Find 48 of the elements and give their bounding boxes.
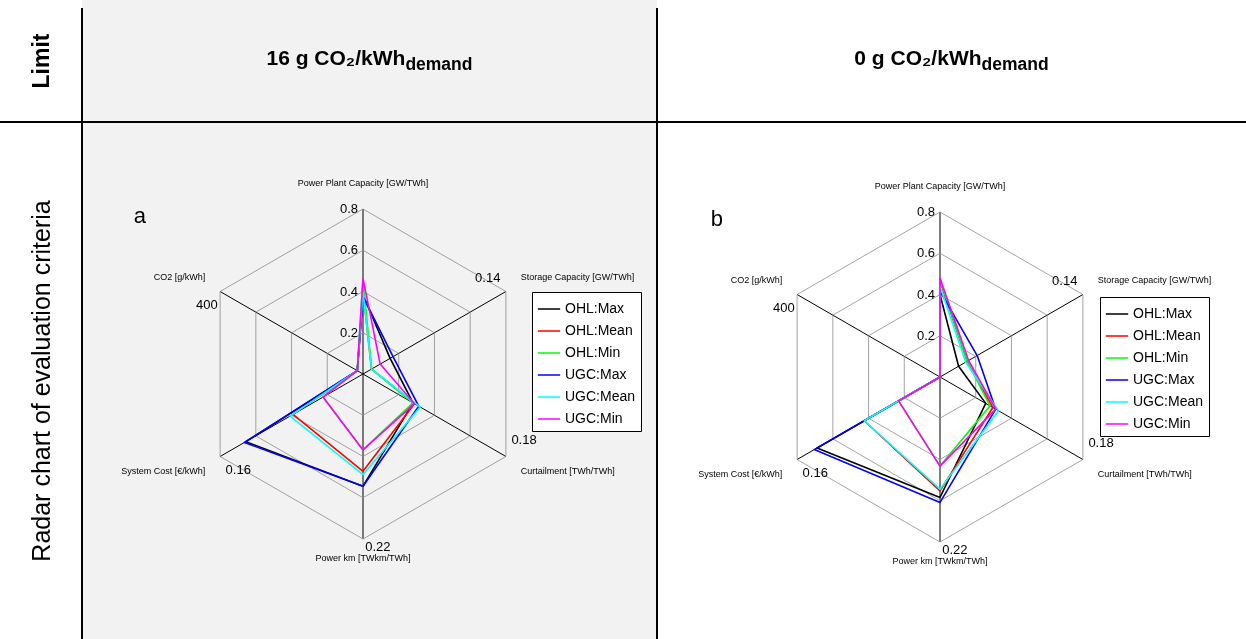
spoke-label: System Cost [€/kWh] (121, 466, 206, 477)
legend-label: OHL:Min (1133, 349, 1189, 365)
text: b (710, 205, 723, 231)
text: 0.2 (916, 327, 936, 343)
text: 0.14 (1052, 273, 1078, 289)
legend-label: OHL:Mean (565, 322, 633, 338)
text: 0.16 (225, 461, 251, 477)
spoke-label: Power Plant Capacity [GW/TWh] (297, 177, 429, 188)
legend-label: OHL:Mean (1133, 327, 1201, 343)
legend-label: UGC:Min (1133, 415, 1191, 431)
text: 0.2 (339, 324, 359, 340)
spoke-label: Power km [TWkm/TWh] (315, 552, 411, 563)
spoke-label: Power km [TWkm/TWh] (892, 555, 988, 566)
spoke-label: Storage Capacity [GW/TWh] (520, 271, 635, 282)
spoke-label: CO2 [g/kWh] (153, 271, 206, 282)
text: 0.18 (511, 432, 537, 447)
text: 0.4 (916, 286, 936, 302)
text: 0.16 (802, 464, 828, 480)
text: 0.8 (339, 201, 359, 216)
legend-label: OHL:Min (565, 344, 621, 360)
text: 0.8 (916, 204, 936, 219)
legend-label: OHL:Max (1133, 305, 1193, 321)
text: Radar chart of evaluation criteria (26, 199, 56, 562)
spoke-label: Power Plant Capacity [GW/TWh] (874, 180, 1006, 191)
legend-label: UGC:Max (1133, 371, 1195, 387)
legend-label: UGC:Mean (1133, 393, 1204, 409)
spoke-label: Curtailment [TWh/TWh] (520, 466, 615, 477)
text: 0.14 (475, 270, 501, 286)
spoke-label: System Cost [€/kWh] (698, 469, 783, 480)
text: 0.6 (916, 245, 936, 261)
legend-label: UGC:Min (565, 410, 623, 426)
spoke-label: CO2 [g/kWh] (730, 274, 783, 285)
text: 0.22 (942, 542, 968, 558)
text: 0.22 (365, 539, 391, 555)
legend-label: OHL:Max (565, 300, 625, 316)
text: 400 (196, 296, 218, 312)
chart-title: 0 g CO₂/kWh$_{demand}$ (854, 46, 1049, 76)
legend-label: UGC:Mean (565, 388, 636, 404)
spoke-label: Curtailment [TWh/TWh] (1097, 469, 1192, 480)
text: 0.6 (339, 242, 359, 258)
text: 400 (773, 299, 795, 315)
text: 0.18 (1088, 435, 1114, 450)
text: a (133, 202, 147, 228)
text: 0.4 (339, 283, 359, 299)
spoke-label: Storage Capacity [GW/TWh] (1097, 274, 1212, 285)
legend-label: UGC:Max (565, 366, 627, 382)
chart-title: 16 g CO₂/kWh$_{demand}$ (266, 46, 473, 76)
text: Limit (27, 33, 55, 89)
